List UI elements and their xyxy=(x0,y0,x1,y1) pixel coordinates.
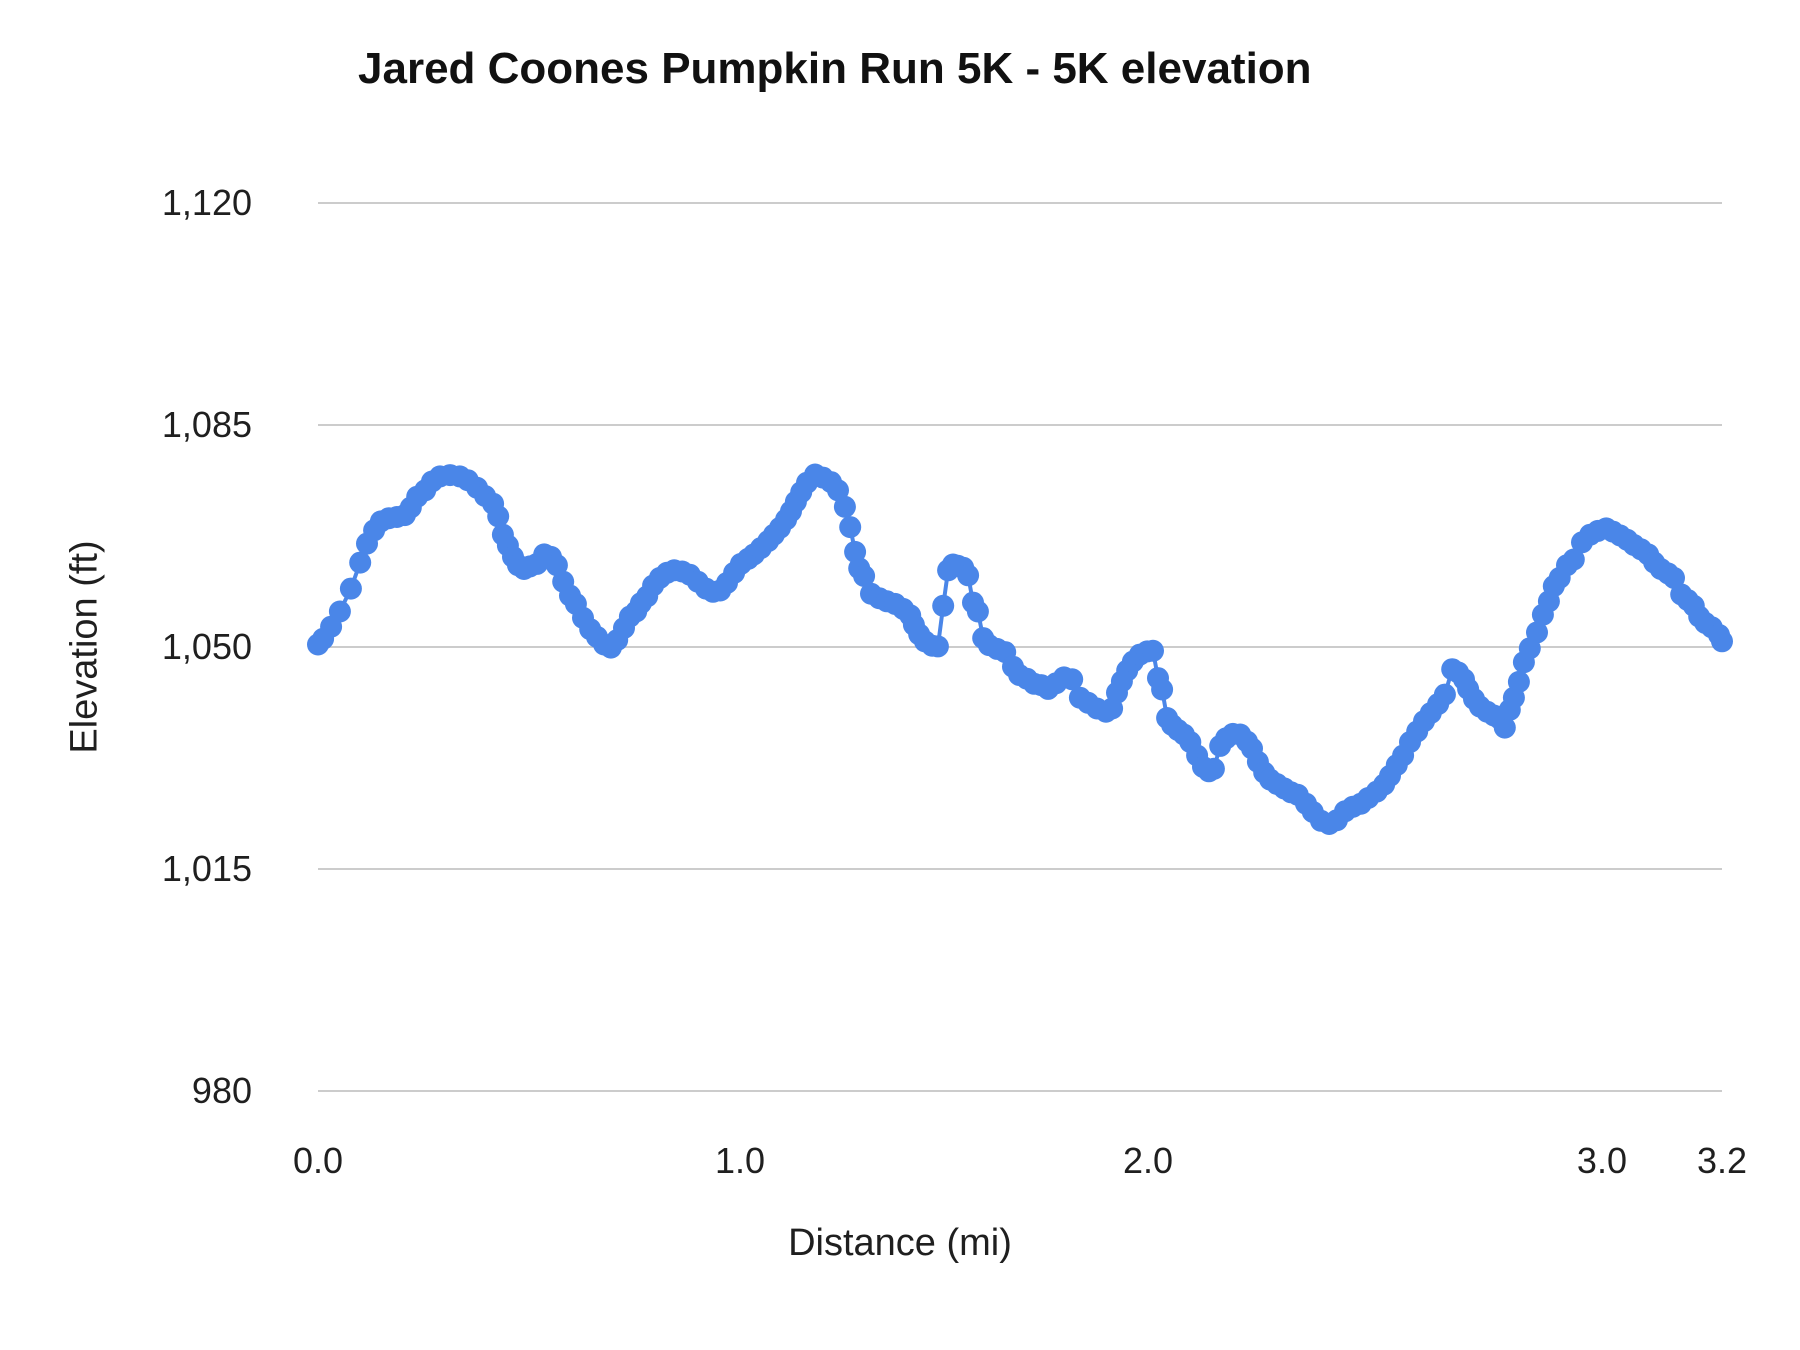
data-point xyxy=(487,505,510,528)
data-point xyxy=(1202,757,1225,780)
x-tick-2.0: 2.0 xyxy=(1123,1140,1174,1181)
data-point xyxy=(957,564,980,587)
data-point xyxy=(1507,670,1530,693)
data-point xyxy=(1433,683,1456,706)
data-point xyxy=(545,554,568,577)
x-tick-1.0: 1.0 xyxy=(715,1140,766,1181)
data-point xyxy=(1151,678,1174,701)
y-tick-1,120: 1,120 xyxy=(161,182,252,223)
data-point xyxy=(932,594,955,617)
x-tick-3.2: 3.2 xyxy=(1696,1140,1748,1181)
gridline-1050 xyxy=(318,646,1722,648)
y-tick-980: 980 xyxy=(191,1070,252,1111)
series-connector-line xyxy=(316,472,1724,827)
gridline-1015 xyxy=(318,868,1722,870)
x-tick-0.0: 0.0 xyxy=(292,1140,344,1181)
data-point xyxy=(1493,716,1516,739)
data-point xyxy=(328,600,351,623)
x-tick-3.0: 3.0 xyxy=(1576,1140,1627,1181)
elevation-series xyxy=(307,463,1733,835)
chart-title: Jared Coones Pumpkin Run 5K - 5K elevati… xyxy=(358,44,1312,93)
gridline-1085 xyxy=(318,424,1722,426)
data-point xyxy=(1711,630,1733,653)
data-point xyxy=(1663,566,1685,589)
data-point xyxy=(1526,621,1548,644)
y-tick-1,050: 1,050 xyxy=(161,626,252,667)
y-tick-1,015: 1,015 xyxy=(161,848,252,889)
data-point xyxy=(339,577,362,600)
data-point xyxy=(349,551,372,574)
gridline-980 xyxy=(318,1090,1722,1092)
data-point xyxy=(839,516,862,539)
data-point xyxy=(853,565,876,587)
data-point xyxy=(966,600,989,623)
data-point xyxy=(1061,668,1084,691)
plot-area xyxy=(307,202,1733,1092)
data-point xyxy=(1562,548,1585,571)
gridline-1120 xyxy=(318,202,1722,204)
data-point xyxy=(1142,639,1164,662)
y-tick-1,085: 1,085 xyxy=(161,404,252,445)
data-point xyxy=(926,635,949,658)
data-point xyxy=(833,495,856,518)
x-axis-title: Distance (mi) xyxy=(788,1222,1012,1264)
data-point xyxy=(827,479,849,502)
